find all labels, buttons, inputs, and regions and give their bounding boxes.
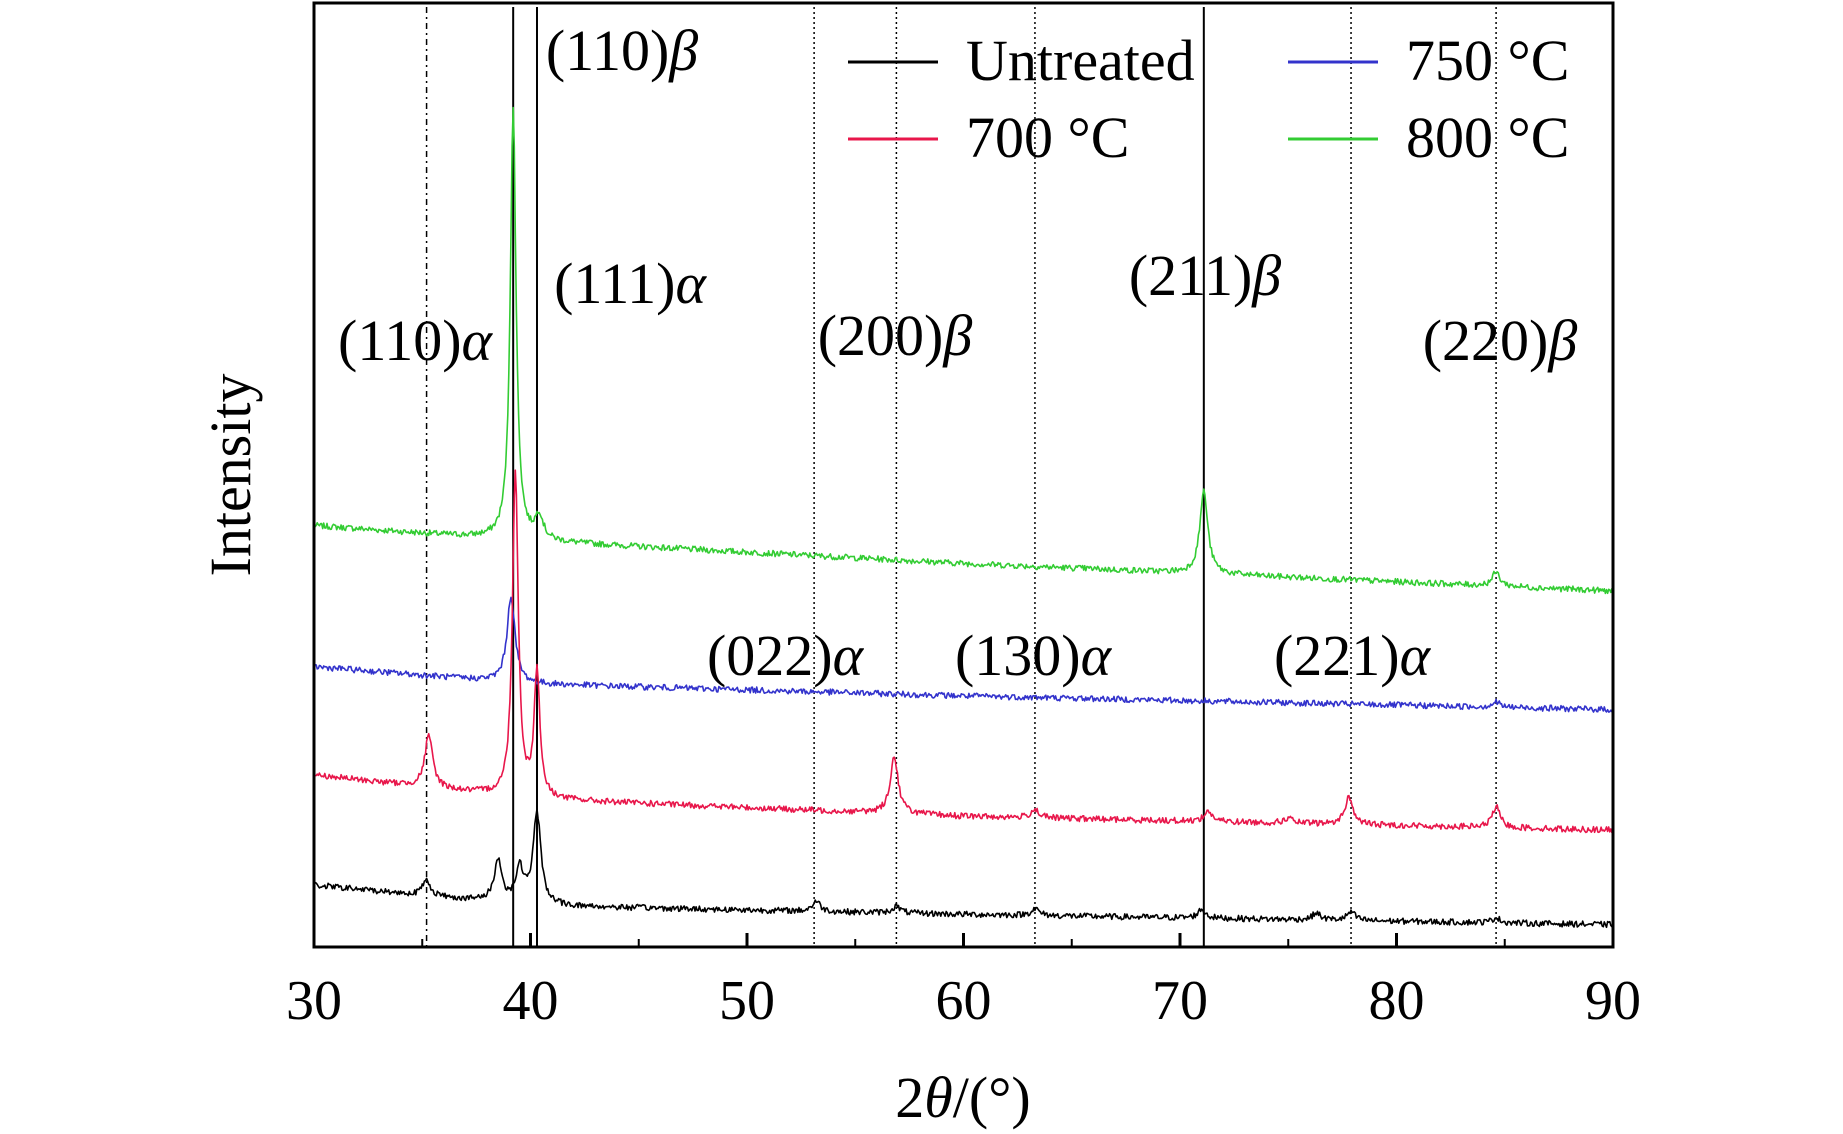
x-axis-title: 2θ/(°) bbox=[895, 1065, 1030, 1130]
series-line-0 bbox=[313, 808, 1614, 929]
peak-label: (110)α bbox=[338, 308, 493, 373]
x-tick-label: 30 bbox=[286, 970, 342, 1032]
peak-label: (130)α bbox=[955, 623, 1113, 688]
series-line-3 bbox=[313, 106, 1614, 595]
legend-label: 750 °C bbox=[1406, 28, 1569, 93]
peak-labels: (110)α (110)β (111)α (022)α (200)β (130)α (211… bbox=[338, 18, 1577, 688]
x-tick-label: 70 bbox=[1152, 970, 1208, 1032]
x-tick-label: 50 bbox=[719, 970, 775, 1032]
peak-label: (111)α bbox=[554, 251, 707, 316]
x-tick-label: 60 bbox=[936, 970, 992, 1032]
series-line-1 bbox=[313, 469, 1614, 834]
x-tick-label: 40 bbox=[503, 970, 559, 1032]
peak-label: (022)α bbox=[707, 623, 865, 688]
peak-label: (221)α bbox=[1274, 623, 1432, 688]
series-line-2 bbox=[313, 596, 1614, 713]
legend: Untreated 700 °C 750 °C 800 °C bbox=[848, 28, 1569, 170]
x-axis: 30 40 50 60 70 80 90 bbox=[286, 933, 1641, 1032]
series-layer bbox=[313, 106, 1614, 929]
legend-label: 700 °C bbox=[966, 105, 1129, 170]
x-tick-label: 90 bbox=[1585, 970, 1641, 1032]
x-tick-label: 80 bbox=[1369, 970, 1425, 1032]
reference-lines bbox=[425, 7, 1497, 947]
peak-label: (211)β bbox=[1129, 243, 1281, 308]
peak-label: (220)β bbox=[1423, 308, 1578, 373]
legend-label: Untreated bbox=[966, 28, 1195, 93]
peak-label: (110)β bbox=[546, 18, 698, 83]
peak-label: (200)β bbox=[818, 303, 973, 368]
y-axis-title: Intensity bbox=[198, 374, 263, 577]
legend-label: 800 °C bbox=[1406, 105, 1569, 170]
